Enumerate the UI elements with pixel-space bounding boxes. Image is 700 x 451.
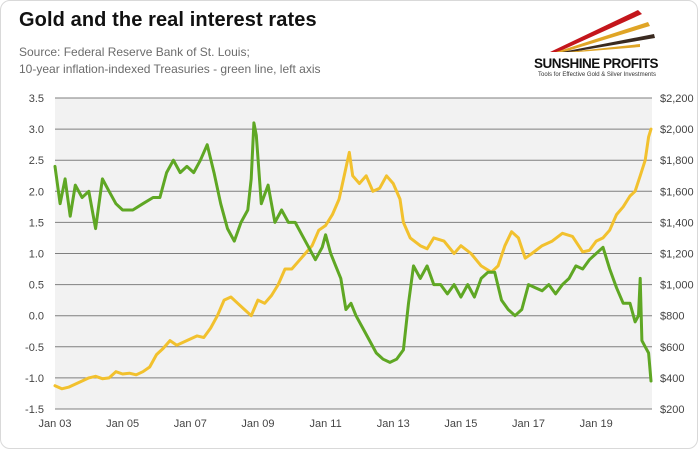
x-tick-label: Jan 19 xyxy=(580,418,613,430)
left-tick-label: -1.0 xyxy=(25,373,44,385)
x-tick-label: Jan 15 xyxy=(444,418,477,430)
x-tick-label: Jan 13 xyxy=(377,418,410,430)
right-tick-label: $1,200 xyxy=(660,249,694,261)
grid-lines xyxy=(55,97,652,410)
chart-source: Source: Federal Reserve Bank of St. Loui… xyxy=(19,45,250,59)
left-tick-label: 3.0 xyxy=(29,124,44,136)
sunshine-rays-icon xyxy=(550,10,655,52)
x-tick-label: Jan 07 xyxy=(174,418,207,430)
right-tick-label: $1,600 xyxy=(660,186,694,198)
right-tick-label: $400 xyxy=(660,373,684,385)
right-tick-label: $800 xyxy=(660,311,684,323)
left-tick-label: 1.5 xyxy=(29,217,44,229)
left-tick-label: 2.5 xyxy=(29,155,44,167)
right-tick-label: $1,000 xyxy=(660,280,694,292)
chart-note: 10-year inflation-indexed Treasuries - g… xyxy=(19,62,321,76)
series-group xyxy=(53,121,653,391)
right-axis: $2,200 $2,000 $1,800 $1,600 $1,400 $1,200 $1,0… xyxy=(660,93,694,416)
left-tick-label: -0.5 xyxy=(25,342,44,354)
gold-price-line xyxy=(53,127,653,391)
right-tick-label: $2,000 xyxy=(660,124,694,136)
logo-tagline: Tools for Effective Gold & Silver Invest… xyxy=(538,72,656,78)
left-axis: 3.5 3.0 2.5 2.0 1.5 1.0 0.5 0.0 -0.5 -1.0 -1.5 xyxy=(25,93,44,416)
right-tick-label: $2,200 xyxy=(660,93,694,105)
left-tick-label: 3.5 xyxy=(29,93,44,105)
x-tick-label: Jan 03 xyxy=(38,418,71,430)
x-tick-label: Jan 09 xyxy=(241,418,274,430)
left-tick-label: -1.5 xyxy=(25,404,44,416)
x-tick-label: Jan 05 xyxy=(106,418,139,430)
sunshine-profits-logo: SUNSHINE PROFITS Tools for Effective Gol… xyxy=(520,6,690,88)
chart-title: Gold and the real interest rates xyxy=(19,9,317,31)
left-tick-label: 2.0 xyxy=(29,186,44,198)
right-tick-label: $1,800 xyxy=(660,155,694,167)
tips-yield-line xyxy=(53,121,653,383)
right-tick-label: $200 xyxy=(660,404,684,416)
right-tick-label: $1,400 xyxy=(660,217,694,229)
x-tick-label: Jan 17 xyxy=(512,418,545,430)
x-axis: Jan 03 Jan 05 Jan 07 Jan 09 Jan 11 Jan 13 Jan … xyxy=(38,418,612,430)
logo-name: SUNSHINE PROFITS xyxy=(534,56,659,71)
x-tick-label: Jan 11 xyxy=(309,418,341,430)
left-tick-label: 0.0 xyxy=(29,311,44,323)
right-tick-label: $600 xyxy=(660,342,684,354)
left-tick-label: 1.0 xyxy=(29,249,44,261)
left-tick-label: 0.5 xyxy=(29,280,44,292)
